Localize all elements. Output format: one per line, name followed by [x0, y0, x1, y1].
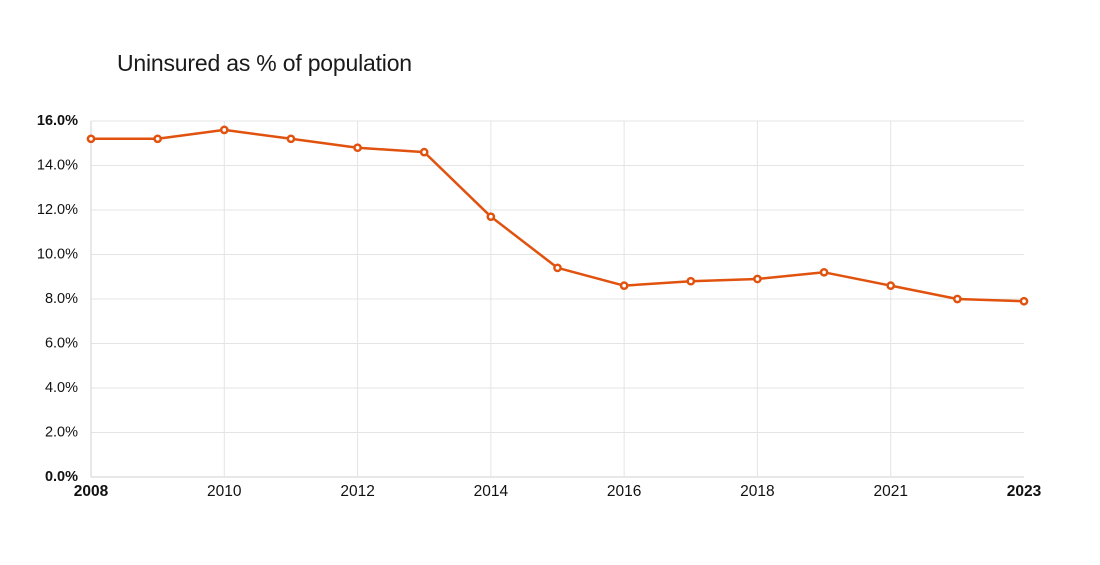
- y-axis-tick-label: 6.0%: [45, 336, 78, 352]
- x-axis-tick-label: 2014: [474, 483, 509, 500]
- y-axis-tick-label: 2.0%: [45, 425, 78, 441]
- y-axis-tick-label: 0.0%: [45, 469, 78, 485]
- data-point-2009: [153, 134, 162, 144]
- x-axis-tick-label: 2018: [740, 483, 774, 500]
- data-point-2019: [819, 267, 829, 277]
- data-point-2017: [686, 276, 696, 286]
- x-axis-tick-label: 2023: [1007, 483, 1042, 500]
- x-axis-tick-label: 2010: [207, 483, 242, 500]
- x-axis-tick-label: 2008: [74, 483, 109, 500]
- data-point-2012: [353, 143, 362, 153]
- y-axis-tick-label: 14.0%: [37, 158, 78, 174]
- data-point-2021: [886, 281, 896, 290]
- data-point-2018: [753, 274, 762, 284]
- y-axis-tick-label: 4.0%: [45, 380, 78, 396]
- data-point-2014: [486, 212, 496, 222]
- y-axis-tick-label: 12.0%: [37, 202, 78, 218]
- data-point-2015: [553, 263, 562, 273]
- data-point-2013: [419, 147, 429, 157]
- chart-title: Uninsured as % of population: [117, 50, 412, 76]
- y-axis-tick-label: 8.0%: [45, 291, 78, 307]
- data-point-2011: [286, 134, 296, 144]
- data-point-2022: [953, 294, 962, 304]
- data-point-2010: [219, 125, 229, 135]
- data-line: [89, 128, 1026, 303]
- y-axis-tick-label: 10.0%: [37, 247, 78, 263]
- x-axis-tick-label: 2016: [607, 483, 641, 500]
- y-axis-tick-label: 16.0%: [37, 113, 78, 129]
- data-point-2016: [619, 281, 629, 290]
- x-axis-tick-label: 2012: [340, 483, 374, 500]
- data-point-2023: [1019, 296, 1029, 306]
- x-axis-tick-label: 2021: [873, 483, 907, 500]
- data-point-2008: [86, 134, 96, 144]
